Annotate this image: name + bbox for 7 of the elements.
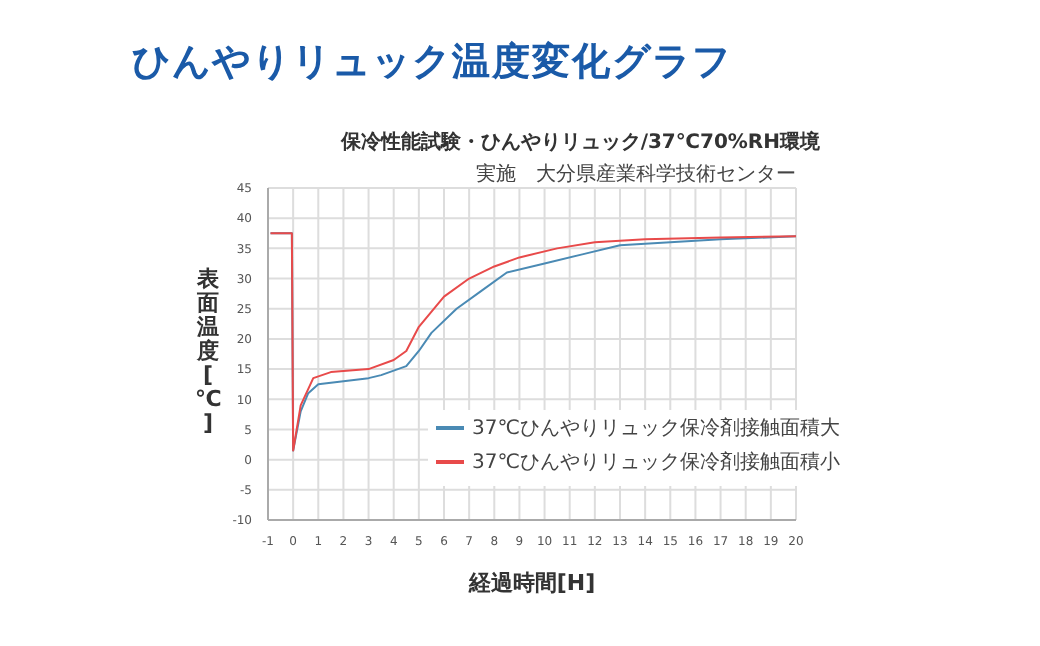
legend-label: 37℃ひんやりリュック保冷剤接触面積小 xyxy=(472,449,840,476)
chart-title: ひんやりリュック温度変化グラフ xyxy=(132,38,732,88)
x-axis-title: 経過時間[H] xyxy=(468,568,596,598)
text: 実施 大分県産業科学技術センター xyxy=(476,161,796,188)
y-axis-title: 表面温度[℃] xyxy=(195,266,222,436)
legend-label: 37℃ひんやりリュック保冷剤接触面積大 xyxy=(472,415,840,442)
chart-subtitle: 保冷性能試験・ひんやりリュック/37℃70%RH環境 xyxy=(340,128,820,156)
